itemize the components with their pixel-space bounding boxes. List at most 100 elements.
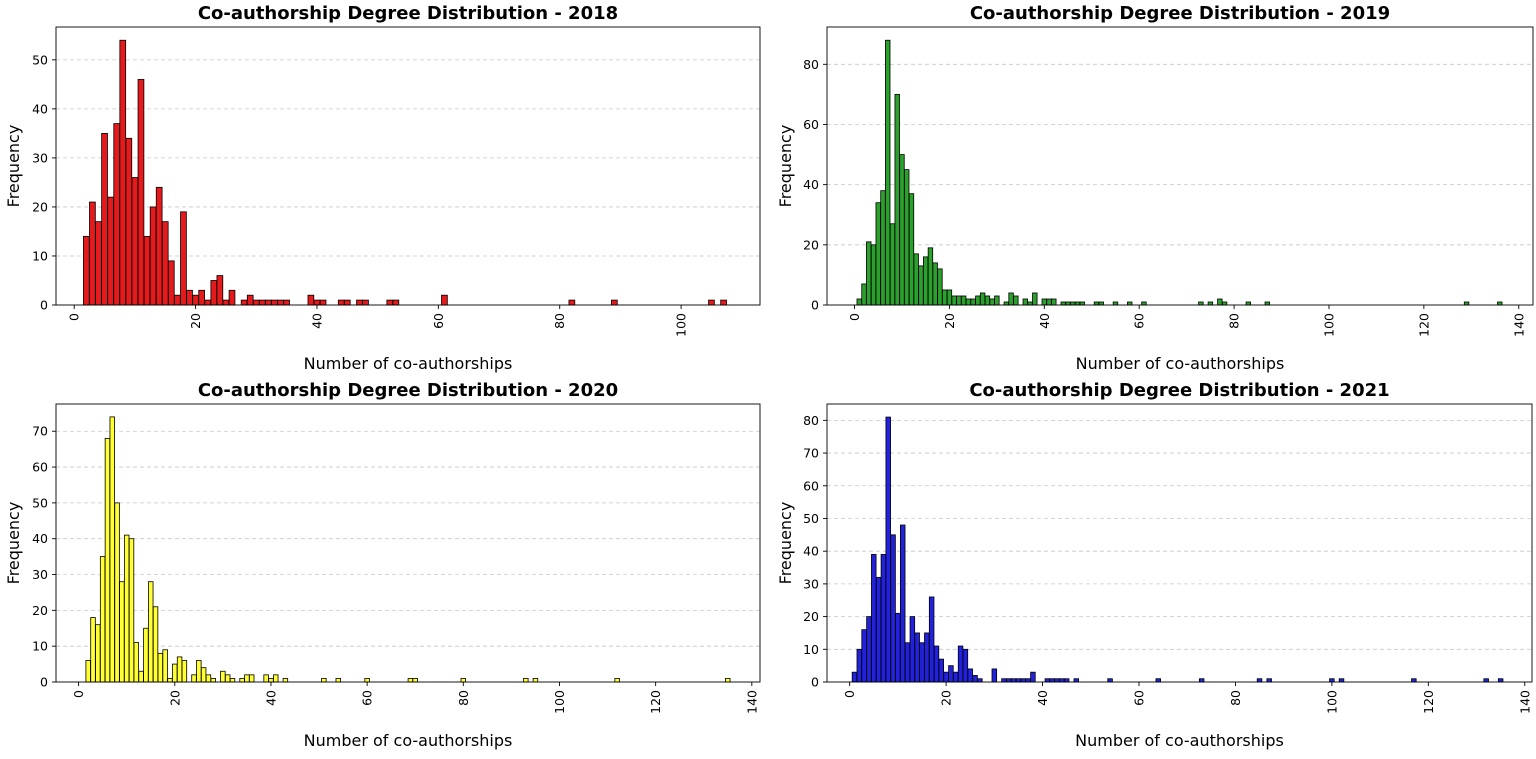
histogram-bar xyxy=(1107,678,1113,683)
histogram-bar xyxy=(977,678,983,683)
y-tick-label: 10 xyxy=(803,642,819,657)
x-tick-label: 100 xyxy=(1324,690,1339,714)
histogram-bar xyxy=(128,538,135,683)
histogram-bar xyxy=(937,268,943,306)
histogram-bar xyxy=(1032,292,1038,306)
histogram-bar xyxy=(249,674,255,683)
histogram-bar xyxy=(941,289,948,306)
y-tick-label: 70 xyxy=(803,446,819,461)
histogram-bar xyxy=(321,678,327,683)
histogram-bar xyxy=(1063,678,1070,683)
histogram-bar xyxy=(1497,678,1504,683)
histogram-bar xyxy=(1008,292,1014,306)
histogram-bar xyxy=(216,275,224,306)
y-tick-label: 30 xyxy=(32,567,48,582)
histogram-bar xyxy=(343,299,351,306)
histogram-bar xyxy=(991,668,998,683)
x-tick-label: 120 xyxy=(1416,313,1431,337)
histogram-bar xyxy=(265,299,272,306)
histogram-bar xyxy=(967,668,973,683)
y-tick-label: 60 xyxy=(803,117,819,132)
histogram-bar xyxy=(885,416,891,683)
x-tick-label: 60 xyxy=(360,690,375,706)
x-tick-label: 80 xyxy=(1227,313,1242,329)
histogram-bar xyxy=(191,674,197,683)
histogram-bar xyxy=(1060,301,1066,306)
y-tick-label: 0 xyxy=(40,675,48,690)
histogram-bar xyxy=(1141,301,1147,306)
x-axis-label: Number of co-authorships xyxy=(1075,731,1284,750)
histogram-bar xyxy=(866,241,872,306)
y-tick-label: 0 xyxy=(40,298,48,313)
histogram-bar xyxy=(244,674,250,683)
chart-title: Co-authorship Degree Distribution - 2021 xyxy=(969,380,1389,401)
histogram-bar xyxy=(523,678,529,683)
x-tick-label: 20 xyxy=(942,313,957,329)
histogram-bar xyxy=(441,294,448,306)
histogram-bar xyxy=(1266,678,1272,683)
histogram-bar xyxy=(356,299,363,306)
histogram-bar xyxy=(611,299,618,306)
histogram-bar xyxy=(1015,678,1022,683)
histogram-bar xyxy=(957,645,964,683)
histogram-bar xyxy=(119,39,127,306)
y-axis-label: Frequency xyxy=(776,502,795,585)
x-tick-label: 40 xyxy=(1035,690,1050,706)
histogram-bar xyxy=(137,79,145,306)
y-tick-label: 60 xyxy=(32,460,48,475)
x-tick-label: 0 xyxy=(67,313,82,321)
histogram-bar xyxy=(125,137,133,306)
histogram-bar xyxy=(1256,678,1263,683)
histogram-bar xyxy=(204,299,212,306)
plot-frame xyxy=(55,26,761,306)
histogram-bar xyxy=(131,177,139,306)
y-tick-label: 30 xyxy=(803,576,819,591)
histogram-bar xyxy=(1198,301,1204,306)
histogram-bar xyxy=(1051,298,1057,306)
y-tick-label: 70 xyxy=(32,424,48,439)
histogram-bar xyxy=(851,671,858,683)
histogram-bar xyxy=(335,678,341,683)
histogram-bar xyxy=(989,298,995,306)
x-axis-label: Number of co-authorships xyxy=(304,731,513,750)
histogram-bar xyxy=(875,202,881,306)
histogram-bar xyxy=(1155,678,1161,683)
histogram-bar xyxy=(928,596,935,683)
histogram-bar xyxy=(908,193,915,306)
x-tick-label: 40 xyxy=(309,313,324,329)
histogram-bar xyxy=(894,93,900,306)
x-tick-label: 100 xyxy=(552,690,567,714)
chart-2021: Co-authorship Degree Distribution - 2021… xyxy=(776,380,1533,750)
histogram-bar xyxy=(975,295,981,306)
histogram-bar xyxy=(89,201,96,306)
histogram-bar xyxy=(282,678,289,683)
histogram-bar xyxy=(871,554,877,683)
histogram-bar xyxy=(1070,301,1076,306)
y-axis-label: Frequency xyxy=(4,502,23,585)
histogram-bar xyxy=(114,502,120,683)
histogram-bar xyxy=(205,674,212,683)
histogram-bar xyxy=(1329,678,1335,683)
x-tick-label: 100 xyxy=(1321,313,1336,337)
histogram-bar xyxy=(880,554,887,683)
x-tick-label: 140 xyxy=(1511,313,1526,337)
x-tick-label: 20 xyxy=(167,690,182,706)
histogram-bar xyxy=(364,678,370,683)
histogram-bar xyxy=(259,299,266,306)
histogram-bar xyxy=(167,260,175,306)
histogram-bar xyxy=(1127,301,1133,306)
y-tick-label: 40 xyxy=(803,544,819,559)
histogram-bar xyxy=(1049,678,1055,683)
histogram-bar xyxy=(172,663,178,683)
histogram-bar xyxy=(246,294,254,306)
histogram-bar xyxy=(180,211,187,306)
histogram-bar xyxy=(186,289,193,306)
histogram-bar xyxy=(1073,678,1080,683)
histogram-bar xyxy=(198,289,205,306)
histogram-bar xyxy=(960,295,967,306)
histogram-bar xyxy=(148,581,154,683)
histogram-bar xyxy=(720,299,727,306)
histogram-bar xyxy=(904,169,910,306)
x-tick-label: 40 xyxy=(1037,313,1052,329)
histogram-bar xyxy=(948,665,954,683)
